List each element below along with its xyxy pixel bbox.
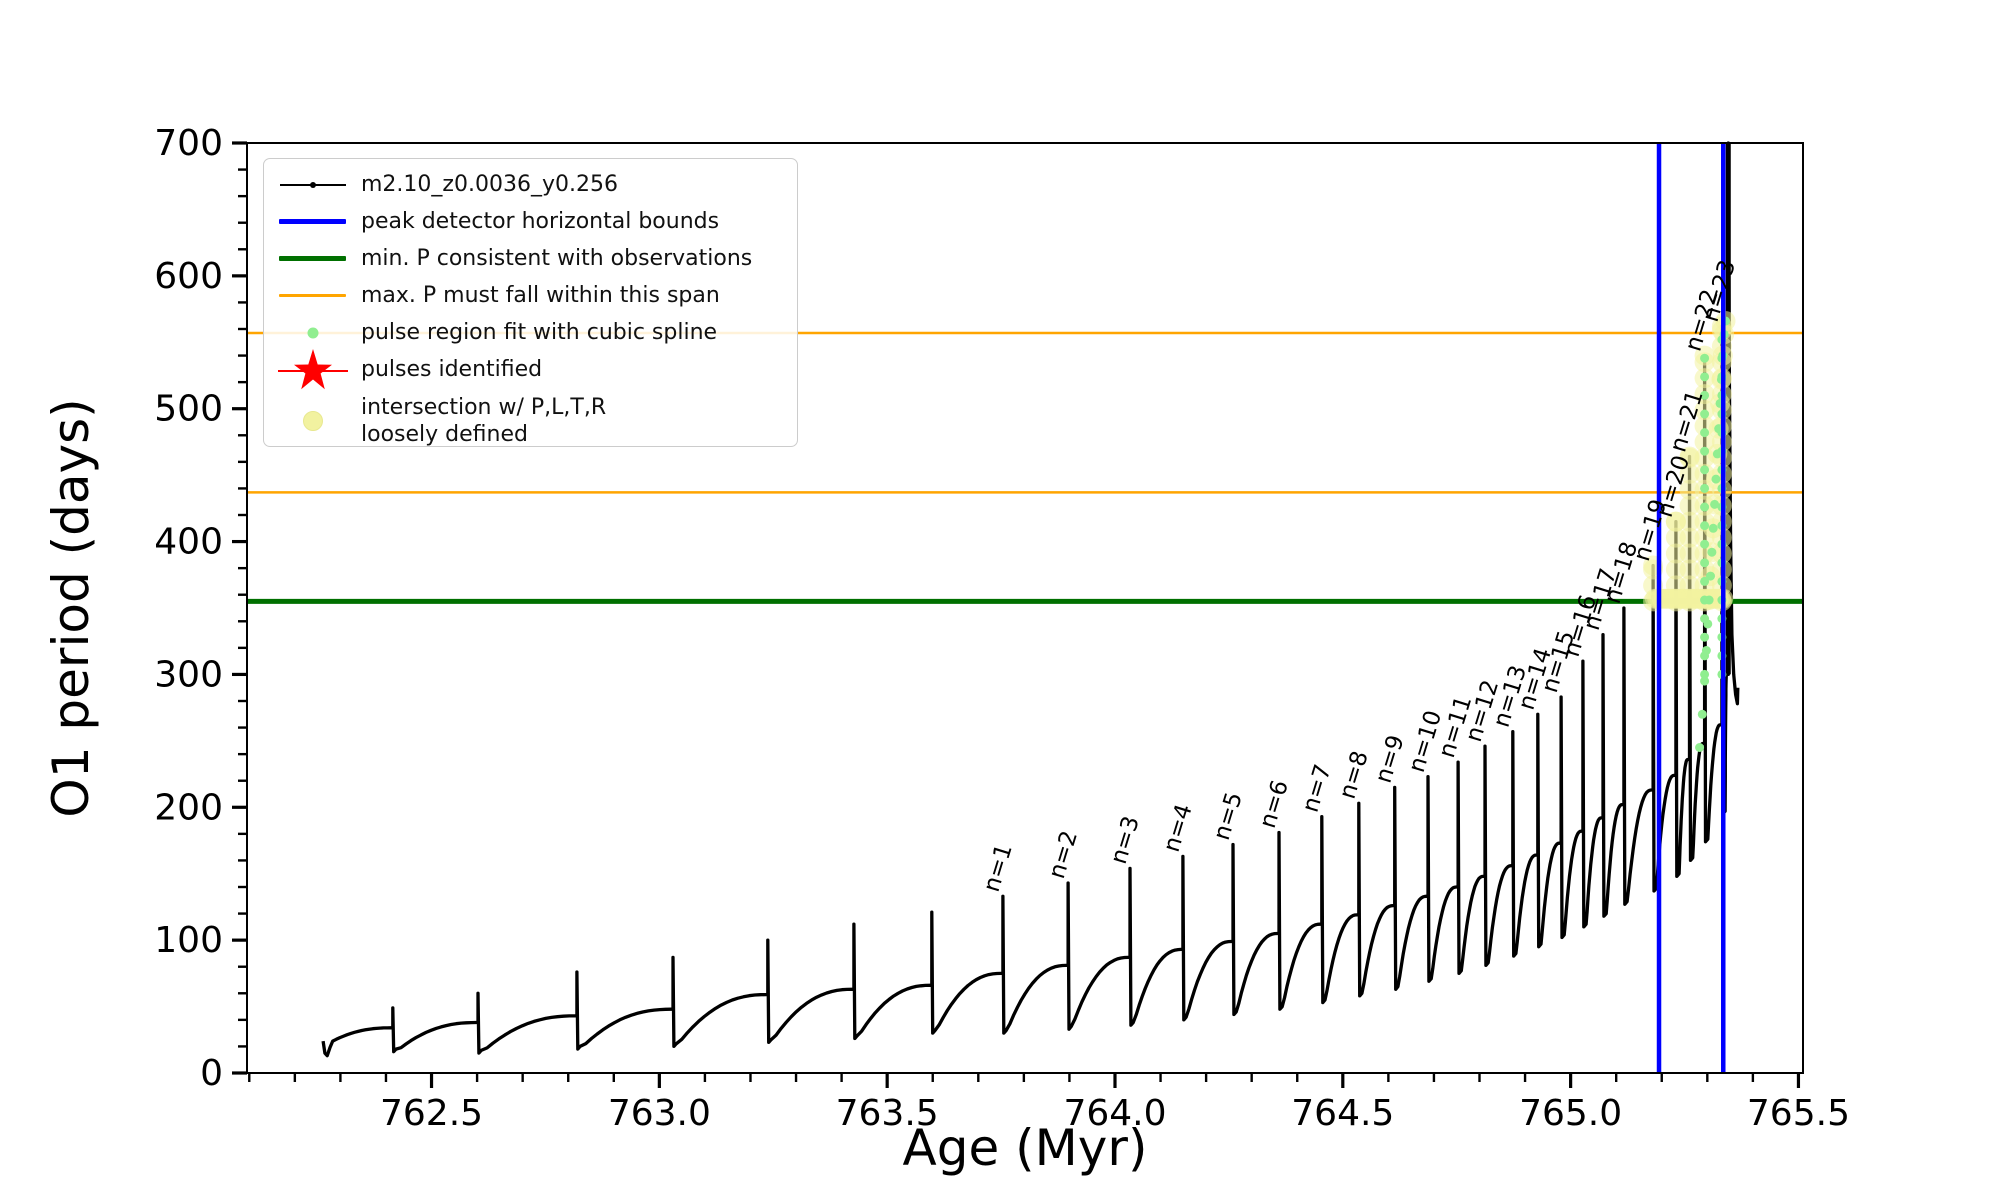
legend-label: intersection w/ P,L,T,R loosely defined xyxy=(361,394,607,448)
y-axis-label: O1 period (days) xyxy=(42,398,100,817)
spline-dot xyxy=(1707,547,1717,557)
spline-dot xyxy=(1700,521,1710,531)
legend-label: pulse region fit with cubic spline xyxy=(361,319,718,345)
legend-item-intersection: intersection w/ P,L,T,R loosely defined xyxy=(264,388,797,454)
spline-dot xyxy=(1700,614,1710,624)
intersection-marker xyxy=(1679,495,1700,516)
green-line-swatch xyxy=(264,256,361,261)
peak-detector-bounds xyxy=(1656,143,1726,1073)
y-tick-label: 400 xyxy=(154,522,223,563)
pulse-label-n9: n=9 xyxy=(1371,732,1410,786)
spline-dot xyxy=(1695,743,1705,752)
pulse-label-n1: n=1 xyxy=(979,841,1018,895)
y-tick-label: 300 xyxy=(154,654,223,695)
legend-label: max. P must fall within this span xyxy=(361,282,720,308)
legend-label: peak detector horizontal bounds xyxy=(361,208,720,234)
legend-label: pulses identified xyxy=(361,356,543,382)
spline-dot xyxy=(1700,651,1710,661)
x-tick-label: 765.0 xyxy=(1519,1093,1622,1134)
legend-item-max-period: max. P must fall within this span xyxy=(264,277,797,314)
y-tick-label: 500 xyxy=(154,389,223,430)
star-icon xyxy=(264,347,361,393)
x-axis-label: Age (Myr) xyxy=(903,1119,1148,1177)
spline-dot xyxy=(1700,390,1710,400)
intersection-marker xyxy=(1679,559,1700,580)
spline-dot xyxy=(1700,576,1710,586)
y-tick-label: 200 xyxy=(154,787,223,828)
intersection-marker xyxy=(1665,559,1686,580)
x-tick-label: 765.5 xyxy=(1747,1093,1850,1134)
blue-line-swatch xyxy=(264,219,361,224)
x-tick-label: 763.5 xyxy=(836,1093,939,1134)
intersection-dot-swatch xyxy=(264,398,361,444)
pulse-label-n4: n=4 xyxy=(1159,801,1198,855)
axes-spines xyxy=(246,142,1804,1074)
spline-dot xyxy=(1700,353,1710,363)
series-line-swatch xyxy=(264,167,361,203)
spline-dot xyxy=(1700,676,1710,686)
y-tick-label: 100 xyxy=(154,920,223,961)
axis-ticks xyxy=(232,141,1801,1088)
spline-dot xyxy=(1700,502,1710,512)
spline-dot xyxy=(1706,571,1716,581)
x-tick-label: 764.0 xyxy=(1063,1093,1166,1134)
x-tick-label: 763.0 xyxy=(608,1093,711,1134)
y-tick-label: 600 xyxy=(154,256,223,297)
pulse-label-n2: n=2 xyxy=(1044,828,1083,882)
spline-dot xyxy=(1700,595,1710,605)
legend-item-min-period: min. P consistent with observations xyxy=(264,240,797,277)
legend-label: m2.10_z0.0036_y0.256 xyxy=(361,171,618,197)
spline-dot xyxy=(1700,669,1710,679)
intersection-marker xyxy=(1679,543,1700,564)
spline-dot-swatch xyxy=(264,315,361,351)
x-tick-label: 762.5 xyxy=(380,1093,483,1134)
legend-item-spline: pulse region fit with cubic spline xyxy=(264,314,797,351)
intersection-marker xyxy=(1679,527,1700,548)
y-tick-label: 700 xyxy=(154,123,223,164)
y-tick-label: 0 xyxy=(200,1053,223,1094)
orange-line-swatch xyxy=(264,294,361,297)
intersection-marker xyxy=(1679,511,1700,532)
pulse-label-n6: n=6 xyxy=(1255,777,1294,831)
spline-dot xyxy=(1711,474,1721,484)
legend-item-peak-bounds: peak detector horizontal bounds xyxy=(264,203,797,240)
pulse-label-n3: n=3 xyxy=(1106,813,1145,867)
spline-dot xyxy=(1710,499,1720,509)
spline-dot xyxy=(1700,446,1710,456)
pulse-label-n8: n=8 xyxy=(1335,748,1374,802)
intersection-marker xyxy=(1665,527,1686,548)
intersection-marker xyxy=(1679,463,1700,484)
legend-item-pulses: pulses identified xyxy=(264,348,797,389)
tick-labels: 762.5 763.0 763.5 764.0 764.5 765.0 765.5 0 100 2… xyxy=(154,123,1850,1134)
legend-label: min. P consistent with observations xyxy=(361,245,753,271)
pulse-label-n7: n=7 xyxy=(1298,761,1337,815)
x-tick-label: 764.5 xyxy=(1291,1093,1394,1134)
legend: m2.10_z0.0036_y0.256 peak detector horiz… xyxy=(263,158,798,447)
spline-dot xyxy=(1700,372,1710,382)
spline-dot xyxy=(1708,523,1718,533)
spline-dot xyxy=(1700,428,1710,438)
intersection-marker xyxy=(1679,479,1700,500)
series-polyline xyxy=(321,141,1740,1058)
spline-dot xyxy=(1700,483,1710,493)
spline-dot xyxy=(1700,632,1710,642)
spline-dot xyxy=(1697,709,1707,719)
intersection-marker xyxy=(1679,446,1700,467)
intersection-marker xyxy=(1665,543,1686,564)
pulse-label-n5: n=5 xyxy=(1209,789,1248,843)
spline-dot xyxy=(1700,539,1710,549)
spline-dot xyxy=(1700,465,1710,475)
intersection-marker xyxy=(1694,431,1715,452)
spline-dot xyxy=(1700,558,1710,568)
intersection-marker xyxy=(1665,511,1686,532)
legend-item-series: m2.10_z0.0036_y0.256 xyxy=(264,166,797,203)
spline-dot xyxy=(1700,409,1710,419)
